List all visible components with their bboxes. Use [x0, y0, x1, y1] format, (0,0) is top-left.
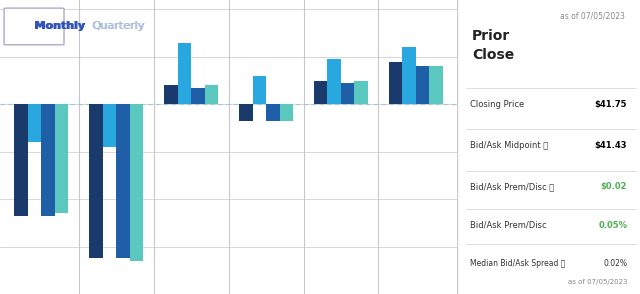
Text: $41.75: $41.75 [595, 100, 627, 109]
Bar [191, 88, 205, 104]
Bar [54, 104, 68, 213]
Text: 0.02%: 0.02% [603, 259, 627, 268]
Text: 0.05%: 0.05% [598, 220, 627, 230]
Bar [89, 104, 102, 258]
Text: Quarterly: Quarterly [92, 21, 145, 31]
Bar [403, 47, 416, 104]
Bar [14, 104, 28, 216]
Bar [355, 81, 368, 104]
Bar [416, 66, 429, 104]
Text: Quarterly: Quarterly [93, 21, 146, 31]
Text: Bid/Ask Prem/Disc: Bid/Ask Prem/Disc [470, 220, 547, 230]
Text: Bid/Ask Midpoint ⓘ: Bid/Ask Midpoint ⓘ [470, 141, 548, 150]
Bar [205, 85, 218, 104]
FancyBboxPatch shape [4, 8, 64, 45]
Bar [389, 62, 403, 104]
Text: Bid/Ask Prem/Disc ⓘ: Bid/Ask Prem/Disc ⓘ [470, 182, 554, 191]
Bar [266, 104, 280, 121]
Bar [253, 76, 266, 104]
Text: Median Bid/Ask Spread ⓘ: Median Bid/Ask Spread ⓘ [470, 259, 565, 268]
Text: as of 07/05/2023: as of 07/05/2023 [561, 12, 625, 21]
Bar [341, 83, 355, 104]
Text: Monthly: Monthly [35, 21, 86, 31]
Bar [28, 104, 41, 142]
Text: $0.02: $0.02 [601, 182, 627, 191]
Bar [178, 43, 191, 104]
Bar [164, 85, 178, 104]
Bar [41, 104, 54, 216]
Bar [116, 104, 130, 258]
Text: Monthly: Monthly [34, 21, 84, 31]
Text: Prior
Close: Prior Close [472, 29, 514, 62]
Bar [328, 59, 341, 104]
Text: $41.43: $41.43 [595, 141, 627, 150]
Bar [314, 81, 328, 104]
Bar [280, 104, 293, 121]
Bar [130, 104, 143, 261]
Text: as of 07/05/2023: as of 07/05/2023 [568, 279, 627, 285]
Bar [102, 104, 116, 147]
Text: Closing Price: Closing Price [470, 100, 524, 109]
Bar [239, 104, 253, 121]
Bar [429, 66, 443, 104]
